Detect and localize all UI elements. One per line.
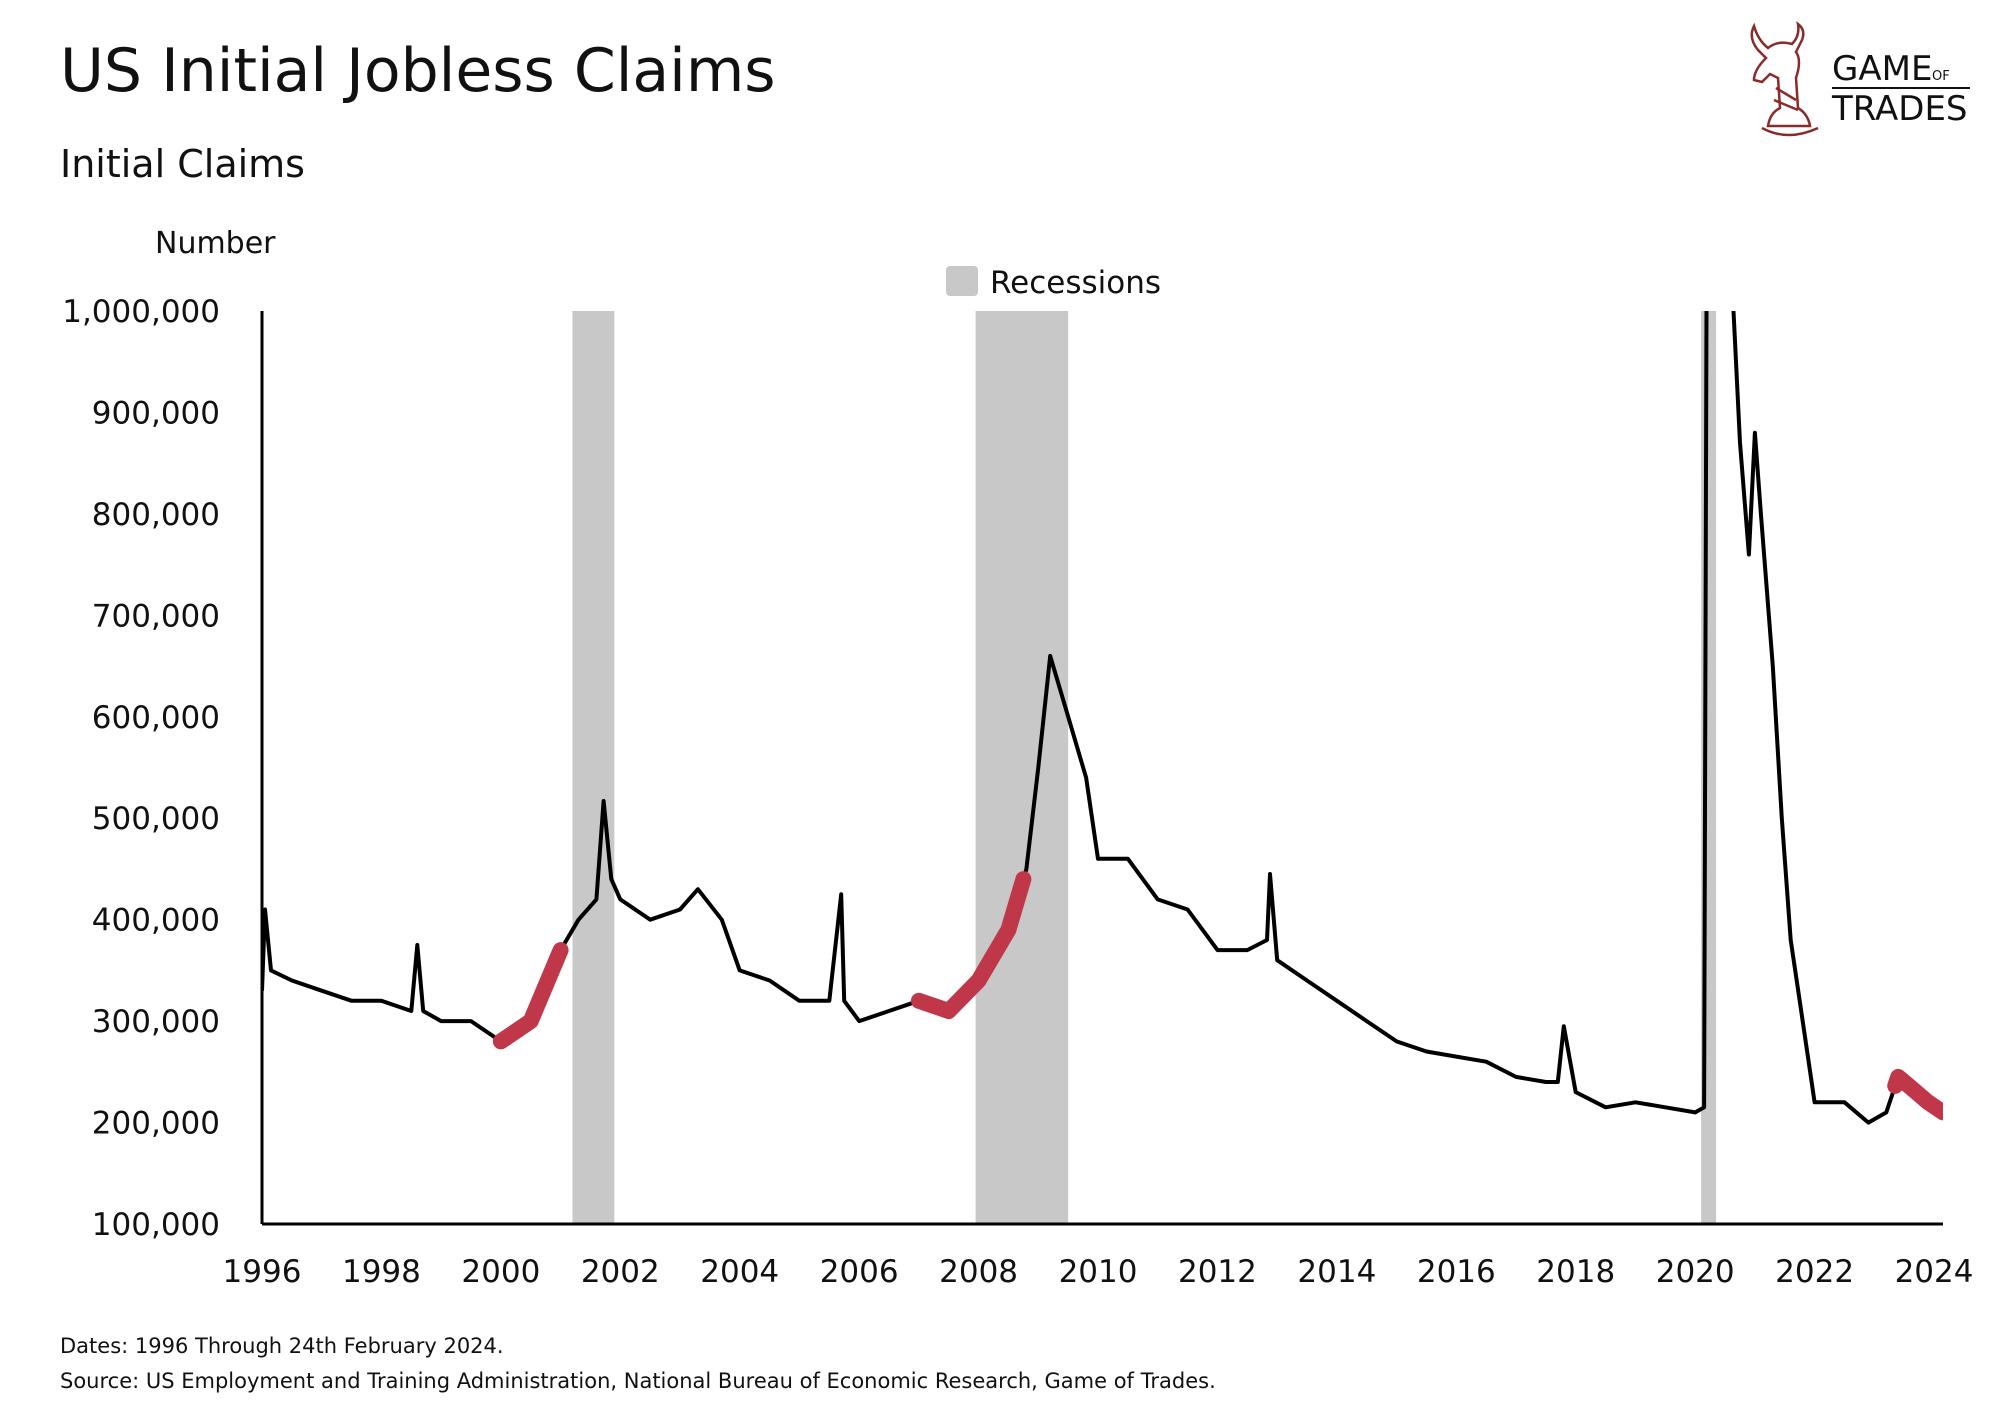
y-axis-label: Number — [155, 226, 276, 261]
svg-text:TRADES: TRADES — [1831, 89, 1968, 129]
x-tick-label: 2020 — [1656, 1254, 1735, 1290]
y-tick-label: 100,000 — [92, 1207, 220, 1243]
x-tick-label: 2022 — [1775, 1254, 1854, 1290]
y-tick-label: 700,000 — [92, 598, 220, 634]
x-tick-label: 2024 — [1895, 1254, 1974, 1290]
x-tick-label: 1996 — [223, 1254, 302, 1290]
highlight-segment — [910, 871, 1032, 1019]
x-tick-label: 2008 — [939, 1254, 1018, 1290]
series-lines — [262, 311, 1943, 1125]
x-tick-label: 2004 — [700, 1254, 779, 1290]
x-tick-label: 1998 — [342, 1254, 421, 1290]
legend-swatch-recessions — [946, 266, 978, 296]
recession-band — [975, 311, 1069, 1224]
svg-text:OF: OF — [1932, 69, 1950, 84]
y-tick-label: 600,000 — [92, 700, 220, 736]
highlight-segment — [1887, 1068, 1943, 1121]
x-tick-label: 2002 — [581, 1254, 660, 1290]
x-tick-label: 2012 — [1178, 1254, 1257, 1290]
y-tick-label: 1,000,000 — [62, 294, 220, 330]
x-tick-label: 2000 — [461, 1254, 540, 1290]
y-tick-label: 800,000 — [92, 497, 220, 533]
x-tick-label: 2010 — [1059, 1254, 1138, 1290]
highlight-segment — [492, 942, 569, 1050]
claims-line — [262, 311, 1943, 1125]
game-of-trades-logo: GAME OF TRADES — [1750, 21, 1970, 137]
footer-source: Source: US Employment and Training Admin… — [60, 1369, 1216, 1393]
y-tick-labels: 100,000 200,000 300,000 400,000 500,000 600,0… — [62, 294, 220, 1243]
y-tick-label: 500,000 — [92, 801, 220, 837]
x-tick-labels: 1996 1998 2000 2002 2004 2006 2008 2010 2012 2014… — [223, 1254, 1974, 1290]
y-tick-label: 200,000 — [92, 1106, 220, 1142]
y-tick-label: 400,000 — [92, 903, 220, 939]
svg-text:GAME: GAME — [1832, 49, 1932, 89]
page-title: US Initial Jobless Claims — [60, 36, 776, 106]
recession-band — [572, 311, 615, 1224]
x-tick-label: 2006 — [820, 1254, 899, 1290]
recession-band — [1701, 311, 1717, 1224]
y-tick-label: 300,000 — [92, 1004, 220, 1040]
x-tick-label: 2018 — [1536, 1254, 1615, 1290]
x-tick-label: 2014 — [1297, 1254, 1376, 1290]
legend-label-recessions: Recessions — [990, 265, 1161, 301]
chart-subtitle: Initial Claims — [60, 142, 305, 186]
y-tick-label: 900,000 — [92, 395, 220, 431]
recession-bands — [572, 311, 1717, 1224]
x-tick-label: 2016 — [1417, 1254, 1496, 1290]
footer-dates: Dates: 1996 Through 24th February 2024. — [60, 1334, 504, 1358]
